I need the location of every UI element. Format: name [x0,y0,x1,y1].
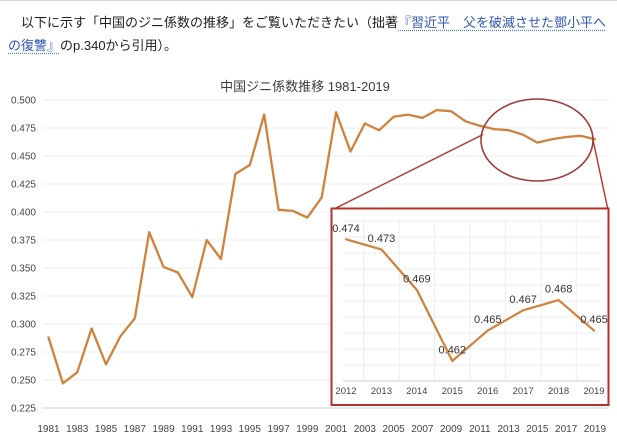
x-tick-label: 1999 [296,424,319,435]
inset-x-tick-label: 2013 [371,386,392,397]
y-tick-label: 0.325 [11,292,36,303]
inset-data-label: 0.473 [368,233,396,245]
inset-x-tick-label: 2014 [406,386,427,397]
x-tick-label: 1991 [181,424,204,435]
x-tick-label: 1987 [124,424,147,435]
main-line-series [47,108,597,385]
book-title-link[interactable]: 『習近平 父を破滅させた鄧小平への復讐』 [8,15,607,53]
y-tick-label: 0.300 [11,320,36,331]
intro-paragraph: 以下に示す「中国のジニ係数の推移」をご覧いただきたい（拙著『習近平 父を破滅させ… [0,5,617,57]
x-tick-label: 2017 [555,424,578,435]
inset-x-tick-label: 2018 [548,386,569,397]
inset-line-series [344,238,596,363]
y-tick-label: 0.425 [11,180,36,191]
x-tick-label: 2005 [382,424,405,435]
y-tick-label: 0.375 [11,236,36,247]
x-tick-label: 1993 [210,424,233,435]
x-tick-label: 2009 [440,424,463,435]
inset-x-tick-label: 2019 [583,386,604,397]
x-tick-label: 2013 [498,424,521,435]
x-tick-label: 1981 [37,424,60,435]
x-tick-label: 2015 [526,424,549,435]
x-tick-label: 1985 [95,424,118,435]
chart-title: 中国ジニ係数推移 1981-2019 [220,79,390,94]
callout-line-left [331,133,484,211]
y-tick-label: 0.275 [11,348,36,359]
intro-text-after: のp.340から引用）。 [60,38,178,53]
x-tick-label: 1983 [66,424,89,435]
x-tick-label: 2003 [354,424,377,435]
inset-data-label: 0.465 [580,314,608,326]
inset-x-tick-label: 2015 [442,386,463,397]
x-tick-label: 2011 [469,424,491,435]
main-x-axis: 1981 1983 1985 1987 1989 1991 1993 1995 1997 1999… [37,424,606,435]
y-tick-label: 0.450 [11,152,36,163]
inset-data-label: 0.462 [439,344,467,356]
x-tick-label: 2001 [325,424,348,435]
x-tick-label: 2019 [584,424,607,435]
inset-data-label: 0.467 [509,294,537,306]
callout-line-right [591,137,609,211]
y-tick-label: 0.400 [11,208,36,219]
inset-x-tick-label: 2017 [513,386,534,397]
y-tick-label: 0.350 [11,264,36,275]
inset-chart: 0.474 2012 0.473 2013 0.469 2014 0.462 2015 0.46… [332,220,608,397]
y-tick-label: 0.225 [11,404,36,415]
inset-data-label: 0.469 [403,274,431,286]
inset-x-tick-label: 2012 [335,386,356,397]
inset-data-label: 0.468 [545,284,573,296]
y-tick-label: 0.475 [11,124,36,135]
inset-data-label: 0.465 [474,314,502,326]
y-tick-label: 0.500 [11,96,36,107]
inset-x-tick-label: 2016 [477,386,498,397]
y-tick-label: 0.250 [11,376,36,387]
intro-text-before: 以下に示す「中国のジニ係数の推移」をご覧いただきたい（拙著 [8,15,399,30]
x-tick-label: 1997 [267,424,290,435]
x-tick-label: 2007 [411,424,434,435]
highlight-ellipse [480,98,594,182]
x-tick-label: 1995 [239,424,262,435]
inset-data-label: 0.474 [332,223,360,235]
x-tick-label: 1989 [152,424,175,435]
